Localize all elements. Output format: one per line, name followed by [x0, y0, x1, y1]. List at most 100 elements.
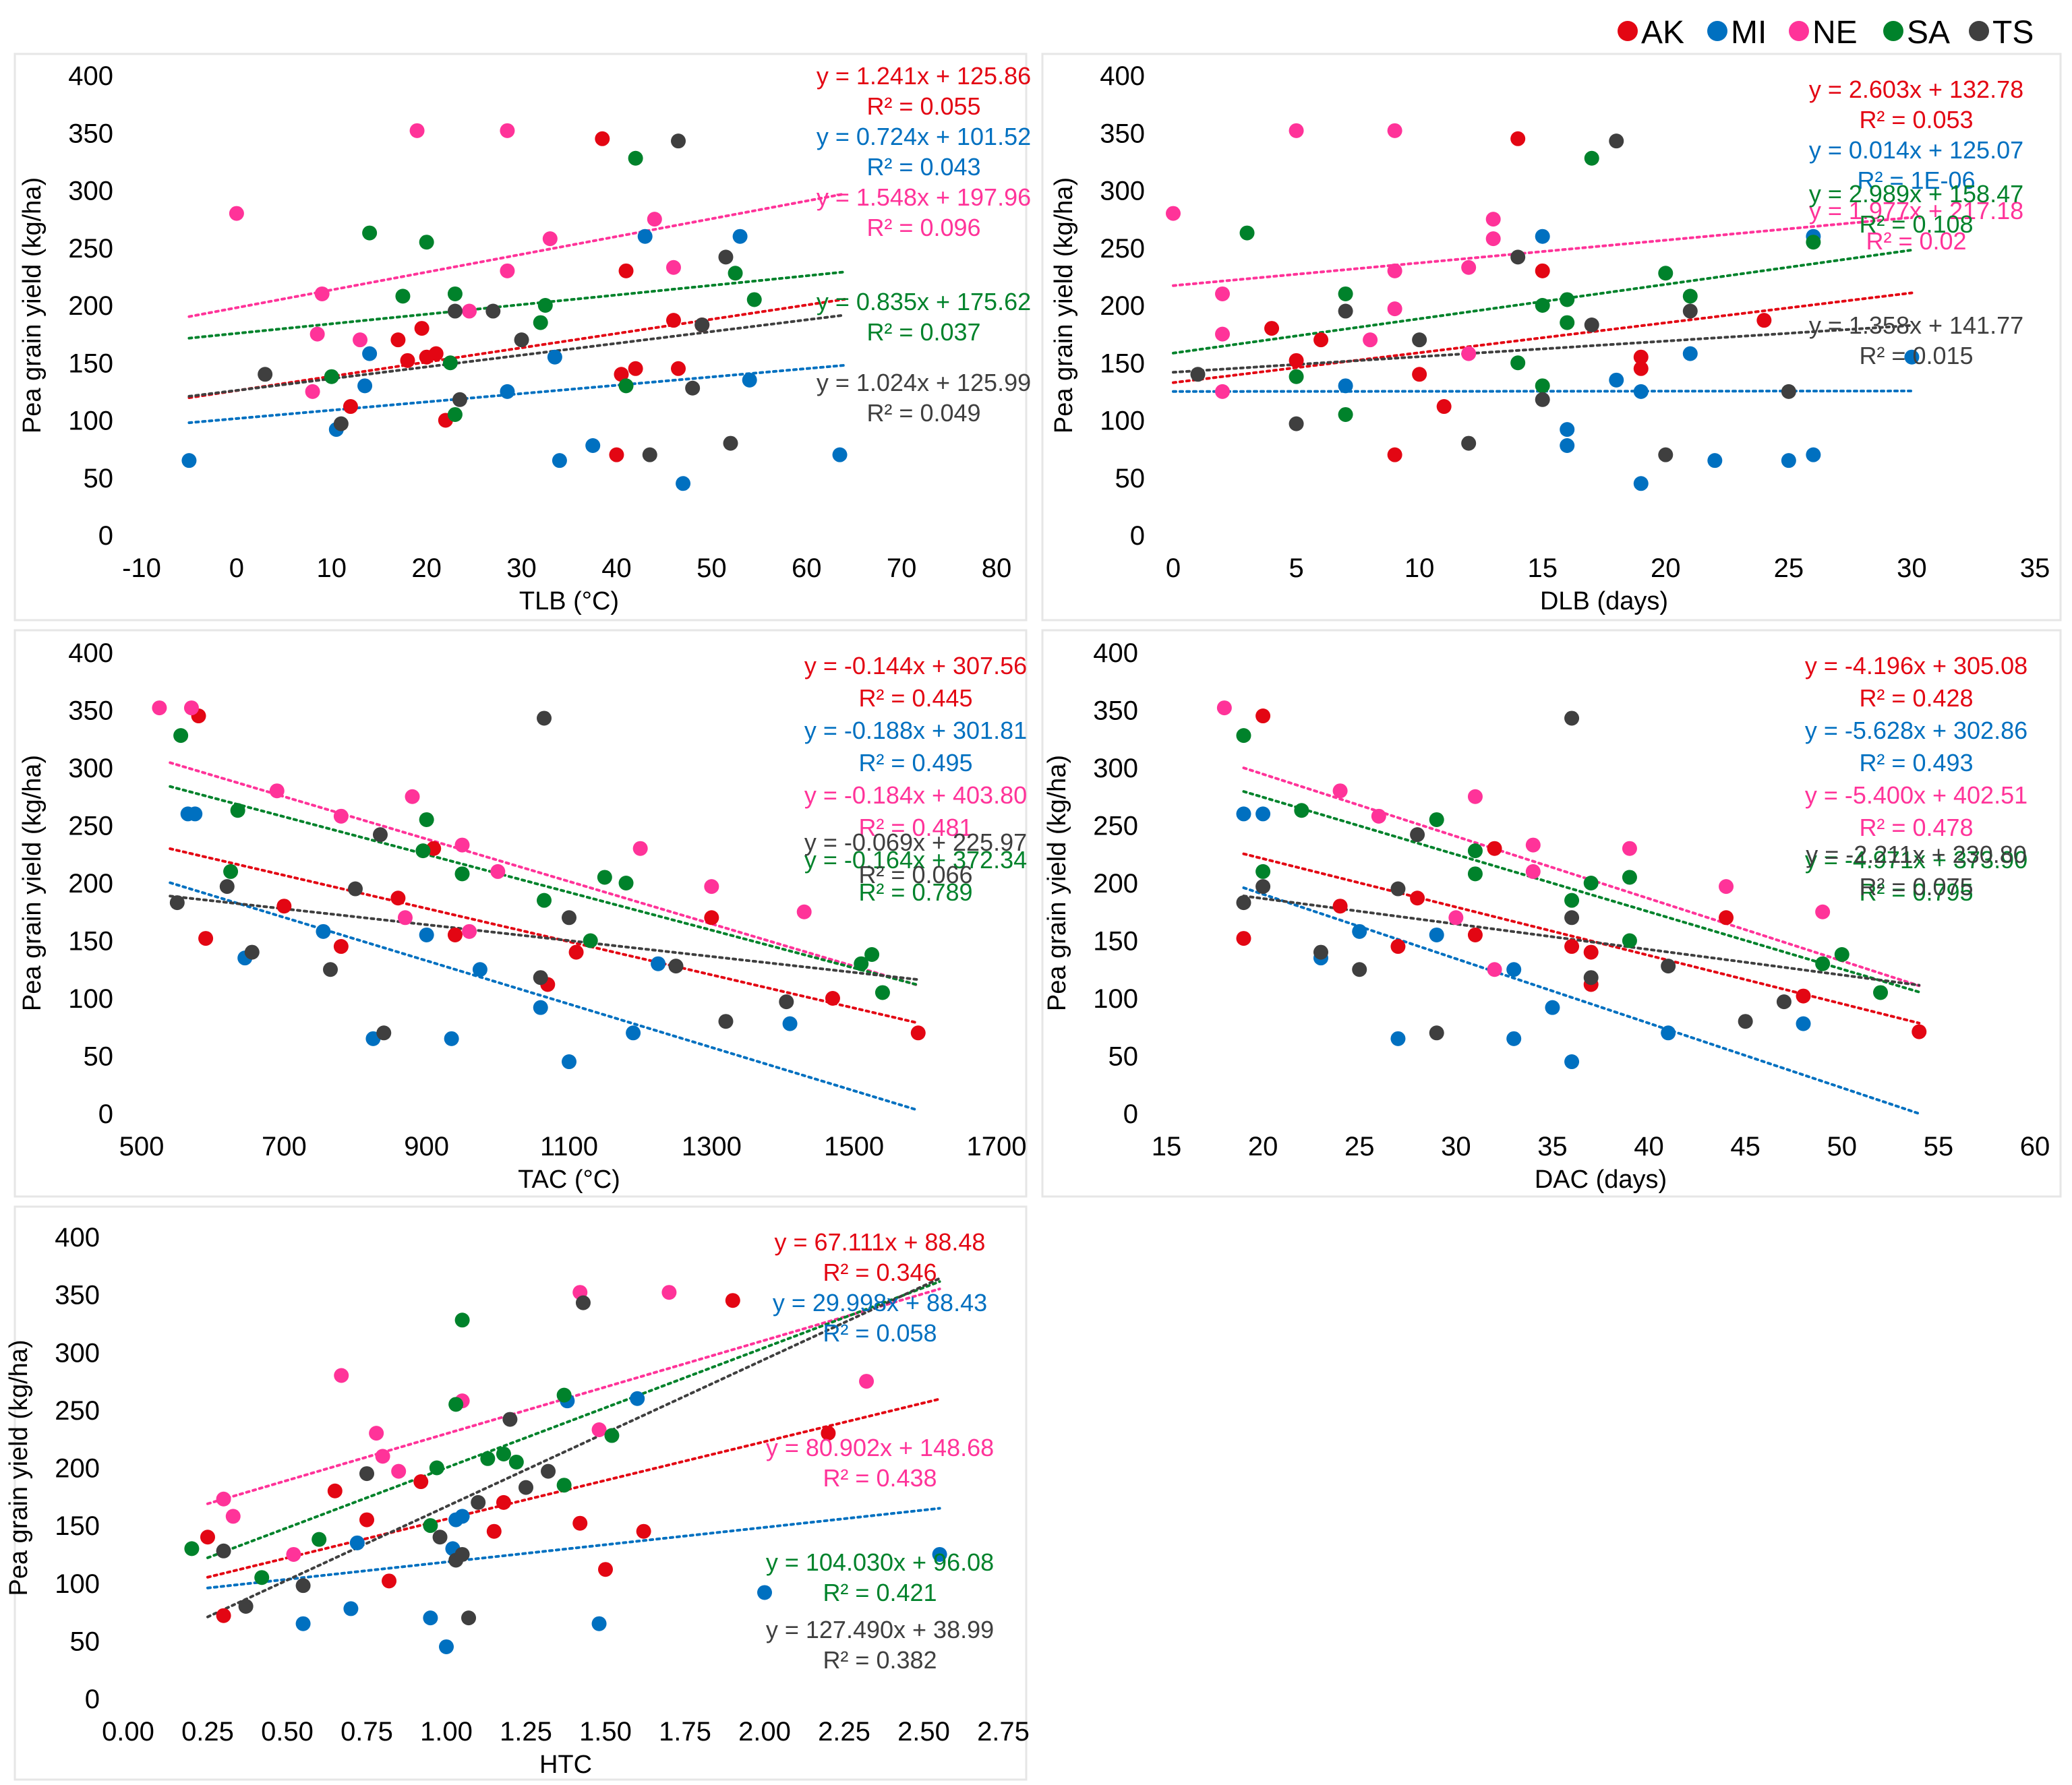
y-tick-label: 250 [1100, 234, 1145, 264]
data-point-ts [1682, 303, 1698, 319]
data-point-ts [238, 1599, 254, 1614]
data-point-ts [485, 303, 501, 319]
data-point-mi [181, 453, 197, 468]
data-point-mi [343, 1601, 359, 1616]
equation-mi: y = 0.014x + 125.07 [1809, 136, 2023, 164]
data-point-ne [632, 841, 648, 856]
trendline-ts [187, 313, 846, 398]
data-point-ts [575, 1295, 591, 1310]
equation-ak: y = -0.144x + 307.56 [804, 652, 1027, 679]
data-point-ak [1289, 353, 1304, 368]
y-tick-label: 250 [68, 234, 113, 264]
data-point-sa [454, 866, 470, 882]
data-point-sa [1622, 933, 1637, 948]
x-tick-label: -10 [122, 553, 161, 583]
data-point-mi [1255, 806, 1271, 822]
x-tick-label: 40 [1634, 1132, 1664, 1161]
r-squared-ts: R² = 0.382 [823, 1646, 937, 1674]
data-point-mi [1781, 453, 1796, 468]
data-point-ak [1467, 927, 1483, 942]
panel-frame-htc [13, 1205, 1028, 1781]
data-point-ne [183, 700, 199, 716]
data-point-ts [323, 962, 338, 977]
data-point-ak [595, 131, 610, 146]
data-point-ak [704, 910, 719, 926]
y-tick-label: 350 [68, 119, 113, 148]
x-axis-title: TLB (°C) [519, 587, 619, 615]
data-point-mi [1904, 349, 1920, 365]
equation-ak: y = 67.111x + 88.48 [775, 1228, 986, 1256]
y-tick-label: 250 [55, 1396, 100, 1426]
data-point-ak [428, 346, 444, 361]
y-tick-label: 200 [68, 291, 113, 321]
x-axis-title: DLB (days) [1540, 587, 1668, 615]
r-squared-ak: R² = 0.445 [858, 684, 972, 712]
data-point-ts [533, 970, 548, 986]
data-point-ne [409, 123, 425, 138]
data-point-sa [1236, 728, 1251, 744]
data-point-ts [685, 380, 701, 396]
r-squared-ak: R² = 0.055 [866, 92, 980, 120]
equation-ne: y = 80.902x + 148.68 [766, 1434, 994, 1461]
data-point-ak [1332, 899, 1348, 914]
data-point-ak [628, 361, 643, 376]
x-tick-label: 20 [1248, 1132, 1278, 1161]
equation-ak: y = -4.196x + 305.08 [1805, 652, 2027, 679]
data-point-mi [651, 956, 666, 971]
data-point-ne [375, 1449, 390, 1464]
data-point-mi [316, 924, 331, 939]
data-point-sa [1560, 315, 1575, 330]
data-point-ak [447, 927, 463, 942]
equation-ak: y = 2.603x + 132.78 [1809, 75, 2023, 103]
data-point-mi [637, 229, 653, 244]
data-point-ne [1485, 212, 1501, 227]
data-point-sa [1467, 843, 1483, 859]
data-point-ak [572, 1515, 588, 1531]
y-tick-label: 250 [1093, 812, 1138, 841]
y-tick-label: 0 [98, 1099, 113, 1129]
data-point-ne [269, 783, 285, 799]
data-point-sa [230, 803, 245, 818]
data-point-ne [1525, 837, 1541, 853]
y-tick-label: 300 [55, 1338, 100, 1368]
data-point-ak [496, 1494, 511, 1510]
data-point-mi [1506, 962, 1522, 977]
data-point-ne [1216, 700, 1232, 716]
data-point-ne [1387, 301, 1402, 317]
data-point-ak [1236, 931, 1251, 946]
y-axis-title: Pea grain yield (kg/ha) [5, 1339, 33, 1596]
y-tick-label: 100 [68, 984, 113, 1014]
data-point-mi [1535, 229, 1550, 244]
data-point-sa [537, 298, 553, 313]
data-point-sa [1338, 286, 1353, 301]
x-tick-label: 2.50 [897, 1717, 950, 1747]
y-tick-label: 300 [1100, 177, 1145, 206]
panel-frame-dlb [1041, 53, 2062, 622]
data-point-sa [604, 1428, 620, 1443]
y-tick-label: 300 [68, 177, 113, 206]
legend-label-ak: AK [1641, 15, 1684, 51]
data-point-ne [405, 789, 420, 804]
trendline-ne [169, 761, 920, 987]
data-point-ts [1313, 944, 1328, 960]
data-point-ne [391, 1463, 407, 1479]
x-tick-label: 30 [506, 553, 537, 583]
data-point-mi [782, 1016, 798, 1031]
r-squared-ts: R² = 0.075 [1859, 873, 1973, 901]
data-point-sa [583, 933, 598, 948]
trendline-ne [1172, 216, 1914, 287]
r-squared-mi: R² = 0.493 [1859, 749, 1973, 777]
data-point-ts [718, 1014, 734, 1029]
equation-ts: y = -0.069x + 225.97 [804, 828, 1027, 856]
r-squared-sa: R² = 0.108 [1859, 210, 1973, 238]
y-tick-label: 100 [1093, 984, 1138, 1014]
data-point-ts [1535, 392, 1550, 407]
data-point-ak [1264, 321, 1280, 336]
data-point-ne [1387, 263, 1402, 278]
trendline-sa [1242, 790, 1921, 994]
data-point-sa [442, 355, 458, 371]
data-point-ts [779, 994, 794, 1010]
data-point-ak [825, 991, 840, 1006]
x-tick-label: 60 [792, 553, 822, 583]
data-point-ne [454, 837, 470, 853]
